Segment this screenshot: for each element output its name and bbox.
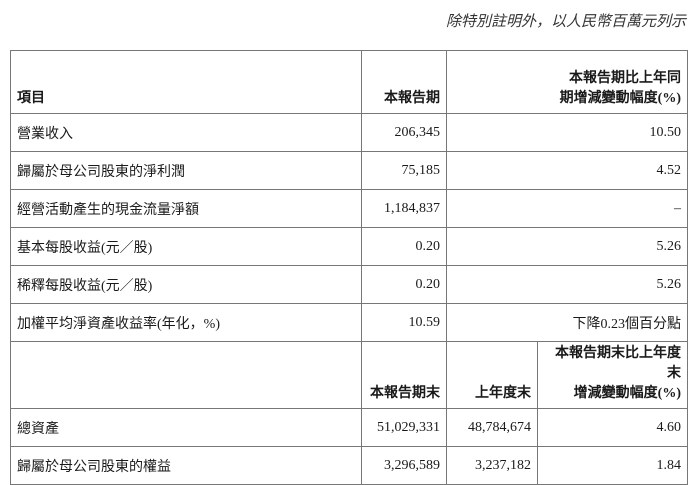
table-row: 總資產 51,029,331 48,784,674 4.60 [10,408,688,447]
row-change: 10.50 [446,113,688,152]
header2-previous: 上年度末 [446,341,538,409]
row-change: 1.84 [537,446,688,485]
row-item: 歸屬於母公司股東的權益 [10,446,362,485]
row-current: 10.59 [361,303,447,342]
row-current: 75,185 [361,151,447,190]
header-row: 項目 本報告期 本報告期比上年同 期增減變動幅度(%) [10,50,688,114]
financial-summary-table: 項目 本報告期 本報告期比上年同 期增減變動幅度(%) 營業收入 206,345 10… [10,50,688,485]
row-previous: 3,237,182 [446,446,538,485]
table-row: 營業收入 206,345 10.50 [10,113,688,152]
row-item: 稀釋每股收益(元／股) [10,265,362,304]
row-item: 總資產 [10,408,362,447]
row-change: – [446,189,688,228]
row-change: 4.52 [446,151,688,190]
row-current: 51,029,331 [361,408,447,447]
row-change: 5.26 [446,227,688,266]
row-change: 下降0.23個百分點 [446,303,688,342]
table-row: 基本每股收益(元／股) 0.20 5.26 [10,227,688,266]
row-item: 經營活動產生的現金流量淨額 [10,189,362,228]
table-row: 歸屬於母公司股東的淨利潤 75,185 4.52 [10,151,688,190]
table-row: 歸屬於母公司股東的權益 3,296,589 3,237,182 1.84 [10,446,688,485]
row-change: 5.26 [446,265,688,304]
unit-note: 除特別註明外，以人民幣百萬元列示 [445,14,686,30]
row-item: 加權平均淨資產收益率(年化，%) [10,303,362,342]
row-current: 0.20 [361,265,447,304]
row-item: 歸屬於母公司股東的淨利潤 [10,151,362,190]
row-item: 營業收入 [10,113,362,152]
table-row: 稀釋每股收益(元／股) 0.20 5.26 [10,265,688,304]
row-current: 1,184,837 [361,189,447,228]
row-item: 基本每股收益(元／股) [10,227,362,266]
row-current: 3,296,589 [361,446,447,485]
header2-change: 本報告期末比上年度末 增減變動幅度(%) [537,341,688,409]
row-current: 0.20 [361,227,447,266]
header-change: 本報告期比上年同 期增減變動幅度(%) [446,50,688,114]
row-change: 4.60 [537,408,688,447]
row-current: 206,345 [361,113,447,152]
table-row: 加權平均淨資產收益率(年化，%) 10.59 下降0.23個百分點 [10,303,688,342]
header2-blank [10,341,362,409]
header-item: 項目 [10,50,362,114]
header-current: 本報告期 [361,50,447,114]
row-previous: 48,784,674 [446,408,538,447]
header2-current: 本報告期末 [361,341,447,409]
table-row: 經營活動產生的現金流量淨額 1,184,837– [10,189,688,228]
header-row-2: 本報告期末 上年度末 本報告期末比上年度末 增減變動幅度(%) [10,341,688,409]
